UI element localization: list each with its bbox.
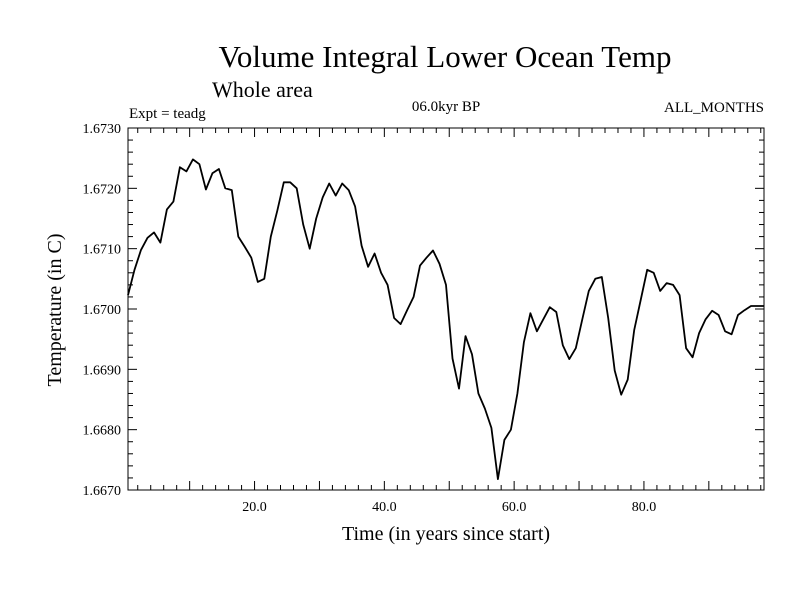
period-label: 06.0kyr BP — [412, 99, 480, 115]
x-tick-label: 20.0 — [242, 500, 267, 515]
y-tick-labels: 1.6670 1.6680 1.6690 1.6700 1.6710 1.6720 1.67… — [83, 122, 122, 499]
x-tick-label: 40.0 — [372, 500, 397, 515]
x-tick-labels: 20.0 40.0 60.0 80.0 — [242, 500, 656, 515]
y-axis-label: Temperature (in C) — [44, 234, 66, 387]
x-tick-label: 80.0 — [632, 500, 657, 515]
y-tick-label: 1.6730 — [83, 122, 122, 137]
chart-subtitle: Whole area — [212, 77, 313, 102]
chart-title: Volume Integral Lower Ocean Temp — [219, 39, 672, 74]
series-line-teadg — [127, 158, 764, 480]
x-axis-label: Time (in years since start) — [342, 523, 550, 545]
y-tick-label: 1.6680 — [83, 424, 122, 439]
y-tick-label: 1.6710 — [83, 243, 122, 258]
y-tick-label: 1.6700 — [83, 303, 122, 318]
months-label: ALL_MONTHS — [664, 100, 764, 116]
ticks-layer — [128, 127, 764, 491]
plot-frame — [127, 127, 765, 491]
x-tick-label: 60.0 — [502, 500, 527, 515]
y-tick-label: 1.6670 — [83, 484, 122, 499]
expt-label: Expt = teadg — [129, 106, 206, 122]
y-tick-label: 1.6690 — [83, 363, 122, 378]
y-tick-label: 1.6720 — [83, 182, 122, 197]
